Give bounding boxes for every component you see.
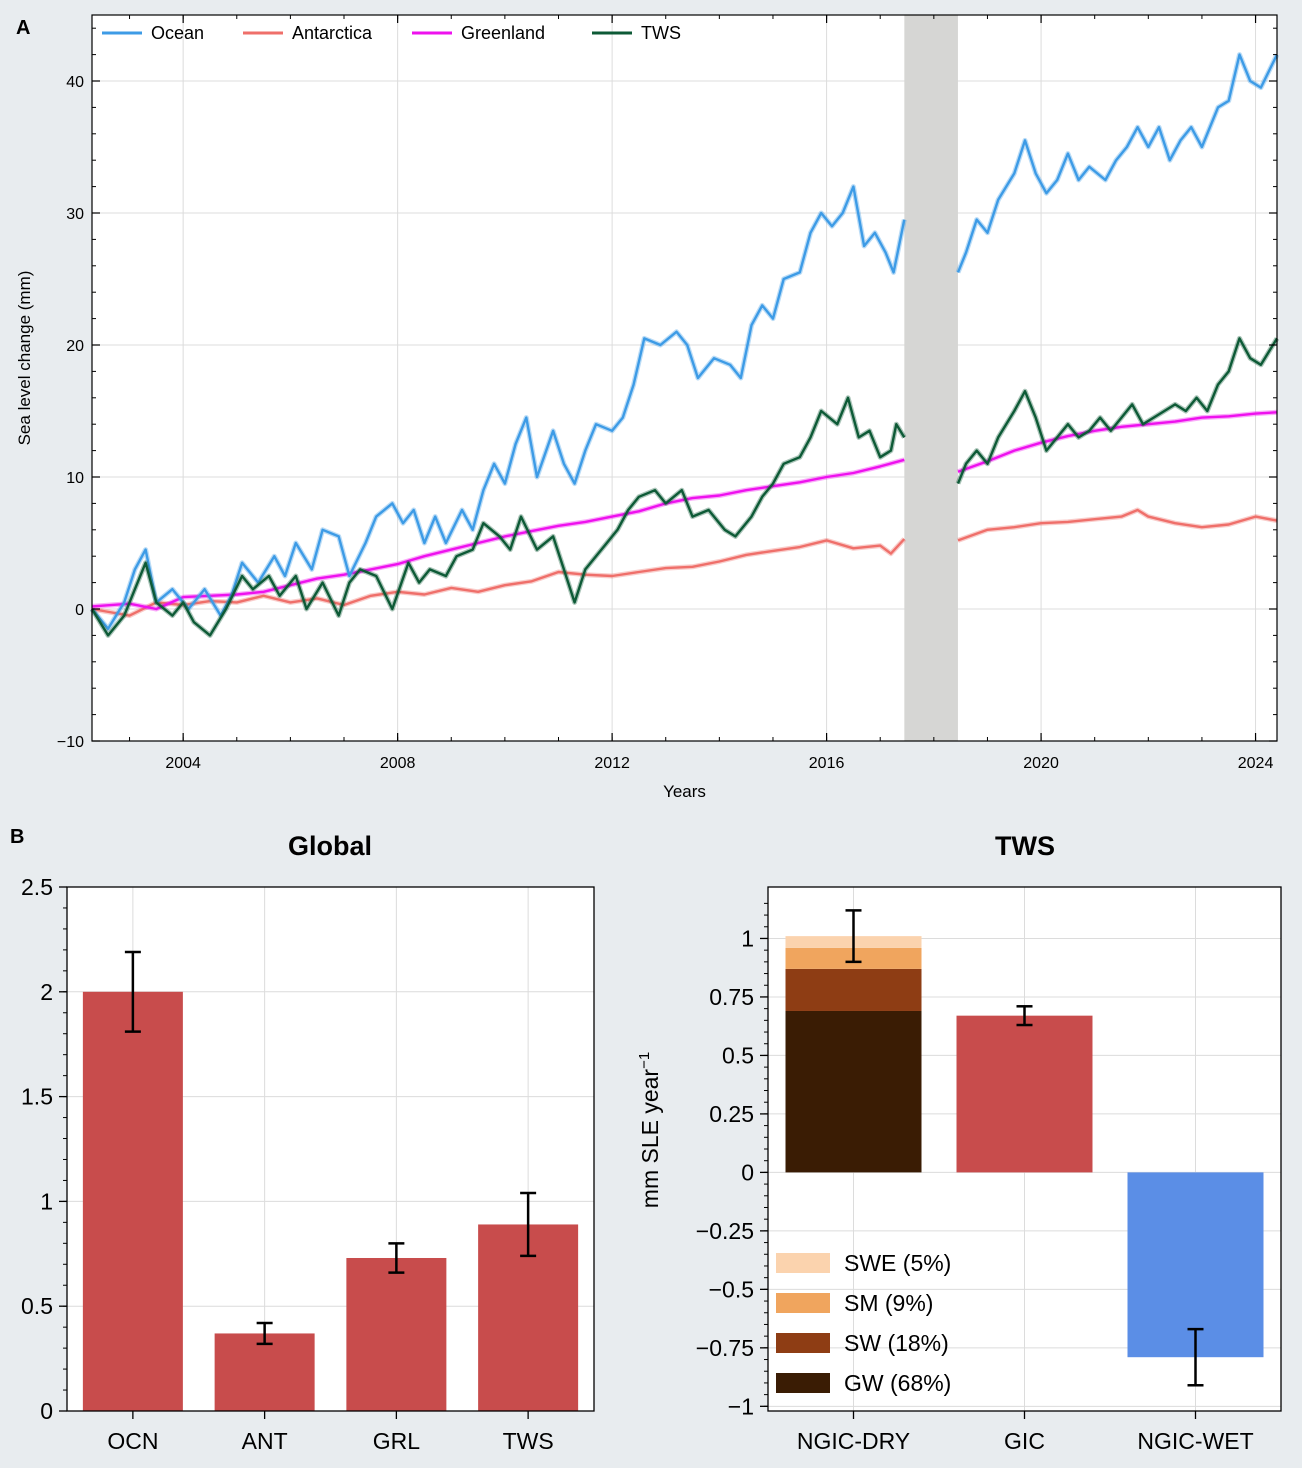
y-tick-label: 0: [40, 1398, 53, 1424]
y-tick-label: 2: [40, 979, 53, 1005]
x-tick-label: 2016: [809, 755, 845, 772]
legend-swatch-gw: [776, 1373, 830, 1393]
bar-ant: [214, 1333, 315, 1411]
y-axis-label: Sea level change (mm): [15, 271, 34, 446]
x-tick-label: GIC: [1004, 1428, 1045, 1454]
stack-segment-gw: [785, 1010, 922, 1173]
bar-gic: [956, 1015, 1093, 1173]
y-tick-label: −0.75: [696, 1335, 754, 1361]
y-tick-label: 0.25: [709, 1101, 754, 1127]
x-tick-label: TWS: [503, 1428, 554, 1454]
tws-chart-title: TWS: [995, 831, 1055, 861]
y-tick-label: 1.5: [21, 1084, 53, 1110]
legend-label-tws: TWS: [641, 23, 681, 43]
y-tick-label: −0.25: [696, 1218, 754, 1244]
x-tick-label: OCN: [107, 1428, 158, 1454]
y-tick-label: −0.5: [709, 1276, 754, 1302]
y-tick-label: 40: [66, 74, 84, 91]
x-tick-label: NGIC-DRY: [797, 1428, 910, 1454]
x-tick-label: NGIC-WET: [1137, 1428, 1253, 1454]
y-tick-label: 0.5: [21, 1293, 53, 1319]
legend-label-greenland: Greenland: [461, 23, 545, 43]
series-line-greenland: [91, 411, 1278, 611]
global-bar-chart: 0 0.5 1 1.5 2 2.5 OCN ANT GRL TWS: [21, 874, 595, 1454]
bar-grl: [346, 1257, 447, 1411]
x-tick-label: 2004: [165, 755, 201, 772]
series-line-tws: [90, 337, 1279, 637]
legend-label-gw: GW (68%): [844, 1370, 951, 1396]
panel-b-label: B: [10, 826, 24, 848]
x-tick-label: ANT: [242, 1428, 288, 1454]
x-tick-label: 2024: [1238, 755, 1274, 772]
legend-swatch-sm: [776, 1293, 830, 1313]
legend-label-sm: SM (9%): [844, 1290, 933, 1316]
y-tick-label: −10: [57, 734, 84, 751]
data-gap-band: [904, 15, 958, 741]
y-tick-label: 10: [66, 470, 84, 487]
bar-ngic-wet: [1127, 1172, 1264, 1358]
y-tick-label: −1: [728, 1393, 754, 1419]
legend-swatch-swe: [776, 1253, 830, 1273]
y-tick-label: 1: [40, 1188, 53, 1214]
legend-swatch-sw: [776, 1333, 830, 1353]
panel-a-label: A: [16, 17, 30, 39]
bar-ocn: [82, 991, 183, 1411]
y-tick-label: 2.5: [21, 874, 53, 900]
legend-label-antarctica: Antarctica: [292, 23, 373, 43]
global-chart-title: Global: [288, 831, 372, 861]
stack-segment-sw: [785, 968, 922, 1011]
legend-label-sw: SW (18%): [844, 1330, 949, 1356]
plot-area: [92, 15, 1277, 741]
timeseries-chart: 2004 2008 2012 2016 2020 2024 −10 0 10 20 30 40 Year…: [15, 14, 1280, 801]
x-axis-label: Years: [663, 782, 706, 801]
plot-frame: [66, 886, 595, 1412]
y-axis-label-superscript: −1: [636, 1052, 653, 1069]
legend-label-ocean: Ocean: [151, 23, 204, 43]
y-tick-label: 0: [741, 1159, 754, 1185]
x-tick-label: 2008: [380, 755, 416, 772]
plot-frame: [91, 14, 1278, 742]
y-axis-label-main: mm SLE year: [637, 1069, 663, 1209]
y-axis-label: mm SLE year−1: [636, 1052, 663, 1208]
y-tick-label: 30: [66, 206, 84, 223]
x-tick-label: 2012: [594, 755, 630, 772]
series-line-ocean: [91, 53, 1279, 630]
x-tick-label: 2020: [1023, 755, 1059, 772]
x-tick-label: GRL: [373, 1428, 421, 1454]
y-tick-label: 1: [741, 925, 754, 951]
series-line-antarctica: [91, 508, 1278, 617]
y-tick-label: 0.75: [709, 984, 754, 1010]
y-tick-label: 0: [75, 602, 84, 619]
y-tick-label: 20: [66, 338, 84, 355]
y-tick-label: 0.5: [722, 1042, 754, 1068]
tws-bar-chart: 1 0.75 0.5 0.25 0 −0.25 −0.5 −0.75 −1 NGIC-DRY GIC…: [636, 886, 1282, 1454]
legend-label-swe: SWE (5%): [844, 1250, 951, 1276]
